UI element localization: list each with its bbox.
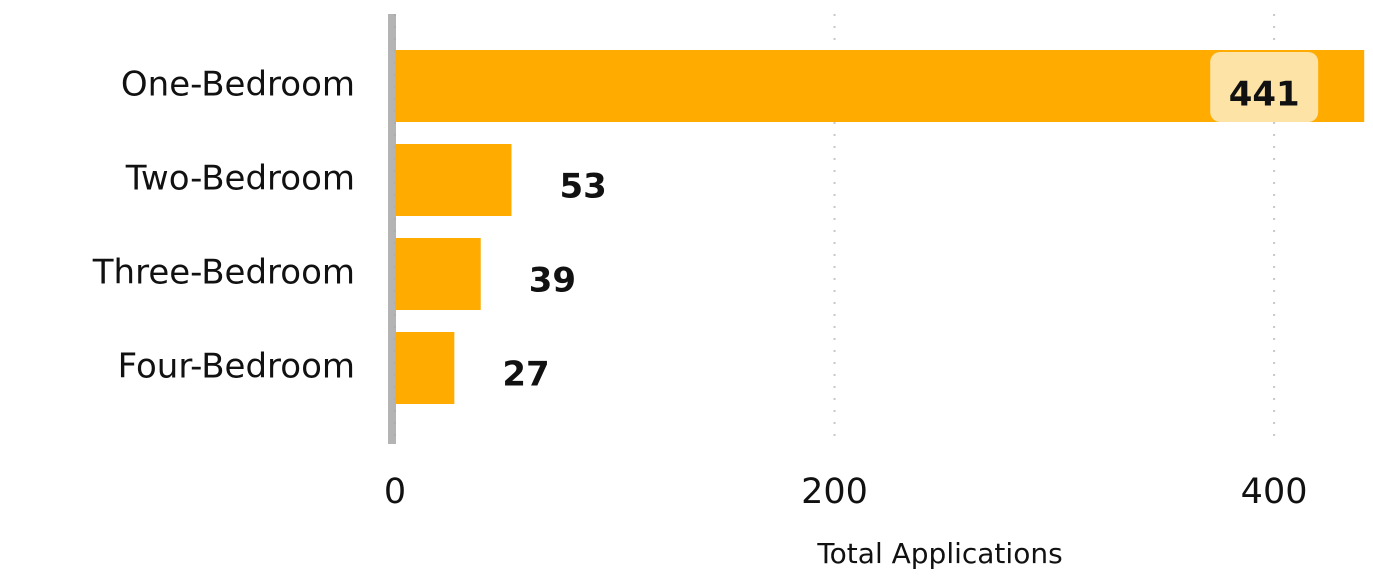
y-tick-label: Three-Bedroom bbox=[92, 253, 355, 293]
bar bbox=[395, 332, 455, 404]
value-label: 39 bbox=[529, 261, 576, 301]
bar bbox=[395, 50, 1365, 122]
y-tick-label: One-Bedroom bbox=[121, 65, 355, 105]
bar bbox=[395, 238, 481, 310]
x-axis-title: Total Applications bbox=[816, 537, 1062, 570]
value-label: 53 bbox=[559, 167, 606, 207]
y-tick-label: Four-Bedroom bbox=[118, 347, 355, 387]
x-tick-label: 400 bbox=[1241, 472, 1308, 512]
x-tick-label: 200 bbox=[801, 472, 868, 512]
bar bbox=[395, 144, 512, 216]
y-tick-label: Two-Bedroom bbox=[125, 159, 355, 199]
value-label: 441 bbox=[1229, 75, 1300, 115]
x-tick-label: 0 bbox=[384, 472, 406, 512]
value-label: 27 bbox=[502, 355, 549, 395]
value-label-bg bbox=[1210, 52, 1319, 122]
